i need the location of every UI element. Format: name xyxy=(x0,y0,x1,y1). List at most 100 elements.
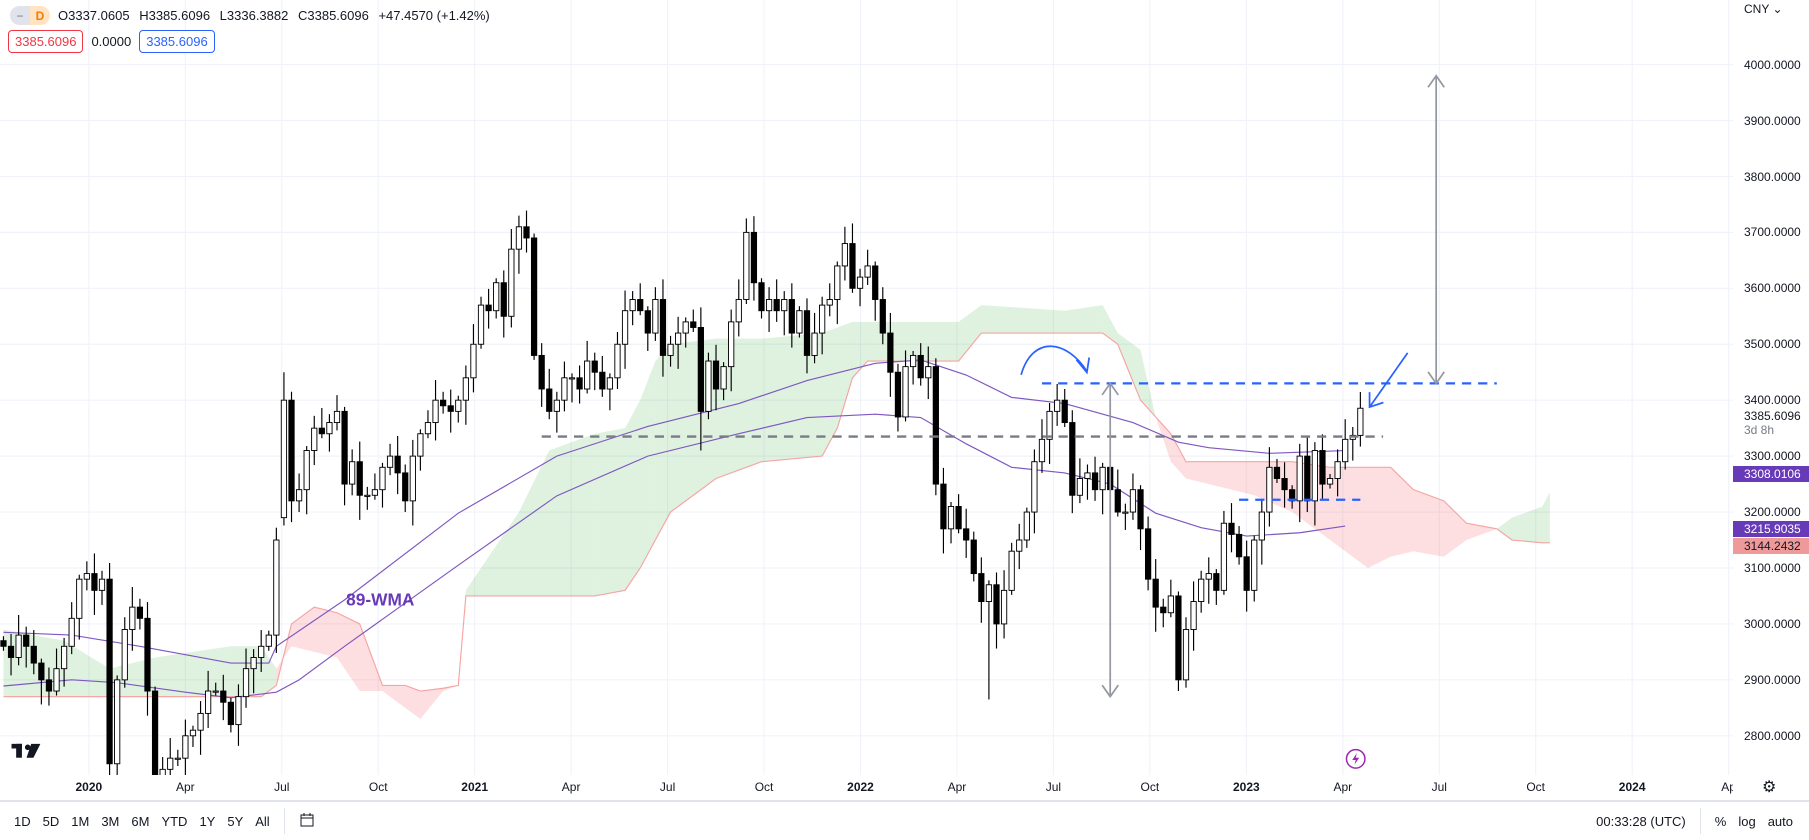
range-button-5y[interactable]: 5Y xyxy=(227,813,244,829)
cloud-span-b-line xyxy=(3,332,1550,698)
settings-gear-icon[interactable]: ⚙ xyxy=(1762,779,1777,796)
candle-down xyxy=(500,282,507,317)
price-tick-label: 3800.0000 xyxy=(1744,169,1801,184)
clock-timezone[interactable]: 00:33:28 (UTC) xyxy=(1596,813,1686,829)
price-axis[interactable]: CNY ⌄ 4000.0000 3900.0000 3800.0000 3700.00… xyxy=(1733,0,1809,775)
candle-up xyxy=(796,310,803,334)
candle-down xyxy=(887,332,894,373)
candle-up xyxy=(60,645,68,670)
price-tick-label: 3600.0000 xyxy=(1744,281,1801,296)
candle-up xyxy=(1266,466,1273,513)
candle-down xyxy=(1235,533,1243,558)
candle-up xyxy=(280,399,288,519)
legend-toggle[interactable]: − D xyxy=(10,6,50,25)
interval-badge[interactable]: D xyxy=(30,6,50,25)
candle-up xyxy=(834,265,841,300)
candle-up xyxy=(235,696,242,726)
candle-up xyxy=(1099,466,1106,491)
auto-toggle[interactable]: auto xyxy=(1767,813,1793,829)
candle-up xyxy=(515,226,523,250)
goto-date-calendar-icon[interactable] xyxy=(293,812,321,831)
candle-up xyxy=(386,455,394,468)
candle-down xyxy=(993,584,1000,625)
candle-up xyxy=(765,299,773,312)
trade-buttons: 3385.6096 0.0000 3385.6096 xyxy=(8,30,215,53)
candle-down xyxy=(758,282,765,312)
candle-up xyxy=(68,617,75,647)
candle-up xyxy=(864,265,871,278)
cloud-segment-bearish xyxy=(1390,467,1414,557)
candle-up xyxy=(159,768,166,775)
candle-up xyxy=(250,657,257,670)
candle-up xyxy=(826,299,833,306)
cloud-segment-bearish xyxy=(1186,461,1255,496)
lightning-event-icon[interactable] xyxy=(1345,748,1366,769)
cloud-segment-bearish xyxy=(382,685,406,708)
candle-up xyxy=(417,433,424,457)
cloud-segment-bearish xyxy=(1413,489,1444,557)
cloud-segment-bearish xyxy=(1155,416,1171,462)
price-tick-label: 3700.0000 xyxy=(1744,225,1801,240)
range-button-1m[interactable]: 1M xyxy=(71,813,90,829)
range-button-ytd[interactable]: YTD xyxy=(161,813,188,829)
candle-up xyxy=(1016,539,1023,552)
time-tick-label: Oct xyxy=(368,780,388,794)
candle-down xyxy=(940,483,947,530)
candle-down xyxy=(690,321,697,328)
candle-up xyxy=(121,629,128,681)
wma-upper-line xyxy=(3,359,1346,664)
candle-down xyxy=(591,360,598,373)
price-tick-label: 4000.0000 xyxy=(1744,57,1801,72)
price-tick-label: 3400.0000 xyxy=(1744,393,1801,408)
candle-down xyxy=(45,679,53,692)
candle-down xyxy=(659,299,667,356)
time-tick-label: 2023 xyxy=(1232,780,1260,794)
currency-selector[interactable]: CNY ⌄ xyxy=(1744,2,1783,16)
candle-down xyxy=(23,634,30,647)
time-axis[interactable]: 2020 Apr Jul Oct 2021 Apr Jul Oct 2022 Apr Jul Oct 2… xyxy=(0,775,1733,800)
candle-down xyxy=(91,573,98,591)
candle-up xyxy=(129,606,136,630)
buy-button[interactable]: 3385.6096 xyxy=(139,30,215,53)
time-tick-label: Ap xyxy=(1721,780,1733,794)
candle-up xyxy=(265,634,272,647)
drawings[interactable] xyxy=(541,74,1497,699)
range-button-1d[interactable]: 1D xyxy=(14,813,31,829)
price-tick-label: 3300.0000 xyxy=(1744,449,1801,464)
cloud-segment-bullish xyxy=(261,646,277,697)
candle-up xyxy=(242,668,250,698)
cloud-segment-bullish xyxy=(1102,305,1118,345)
range-button-5d[interactable]: 5D xyxy=(42,813,60,829)
candle-up xyxy=(1326,478,1334,485)
price-tag: 3144.2432 xyxy=(1733,538,1809,555)
candle-up xyxy=(985,584,993,603)
candle-up xyxy=(212,690,219,693)
candle-up xyxy=(432,399,439,424)
candle-up xyxy=(303,450,310,491)
range-button-all[interactable]: All xyxy=(255,813,270,829)
candle-down xyxy=(394,455,401,474)
log-toggle[interactable]: log xyxy=(1738,813,1756,829)
candle-down xyxy=(599,371,606,390)
candle-up xyxy=(1205,573,1212,580)
range-button-3m[interactable]: 3M xyxy=(101,813,120,829)
candle-up xyxy=(652,299,659,334)
candle-up xyxy=(333,410,341,424)
candle-down xyxy=(546,388,553,412)
candle-up xyxy=(553,399,560,412)
price-chart[interactable]: 89-WMA xyxy=(0,0,1733,775)
candle-down xyxy=(485,304,492,312)
candle-down xyxy=(151,690,159,775)
candle-down xyxy=(773,299,780,312)
candle-down xyxy=(440,399,447,407)
collapse-icon[interactable]: − xyxy=(10,6,30,25)
percent-toggle[interactable]: % xyxy=(1714,813,1727,829)
candle-up xyxy=(424,422,432,435)
range-button-6m[interactable]: 6M xyxy=(131,813,150,829)
sell-button[interactable]: 3385.6096 xyxy=(8,30,84,53)
range-button-1y[interactable]: 1Y xyxy=(199,813,216,829)
candle-up xyxy=(477,304,485,345)
candle-up xyxy=(1342,438,1349,463)
candle-up xyxy=(584,360,591,390)
cloud-segment-bullish xyxy=(549,433,595,596)
